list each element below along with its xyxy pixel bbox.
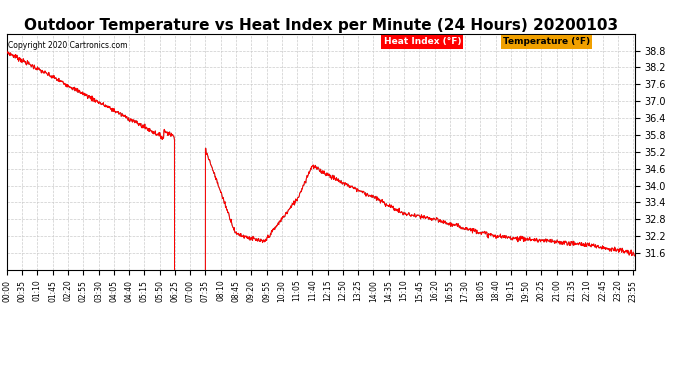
Title: Outdoor Temperature vs Heat Index per Minute (24 Hours) 20200103: Outdoor Temperature vs Heat Index per Mi… bbox=[23, 18, 618, 33]
Text: Heat Index (°F): Heat Index (°F) bbox=[384, 37, 461, 46]
Text: Copyright 2020 Cartronics.com: Copyright 2020 Cartronics.com bbox=[8, 41, 127, 50]
Text: Temperature (°F): Temperature (°F) bbox=[503, 37, 590, 46]
